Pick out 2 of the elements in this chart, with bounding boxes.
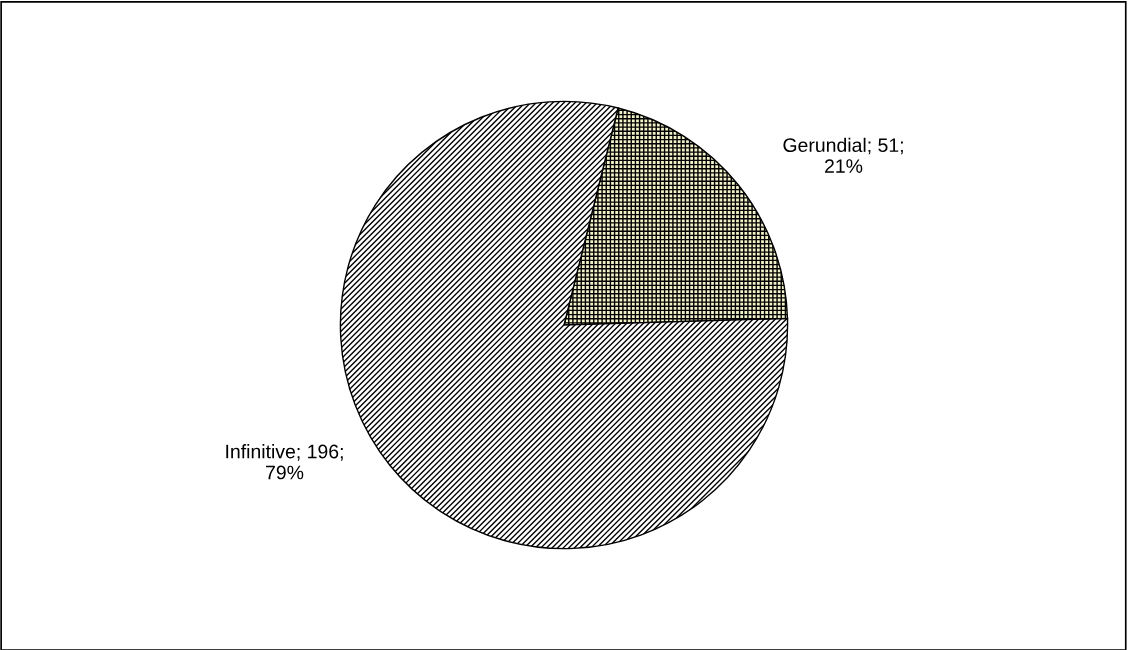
slice-label: Infinitive; 196; 79% — [226, 444, 343, 480]
slice-label: Gerundial; 51; 21% — [783, 137, 903, 173]
